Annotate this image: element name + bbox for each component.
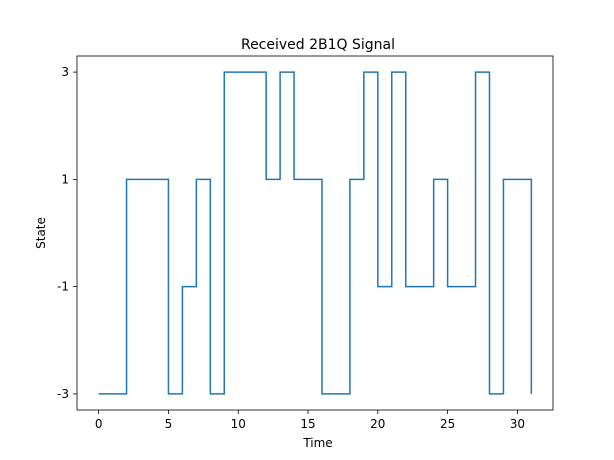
y-axis-ticks: -3 -1 1 3 xyxy=(57,65,77,401)
x-tick-label: 15 xyxy=(300,417,315,431)
x-axis-ticks: 0 5 10 15 20 25 30 xyxy=(95,410,525,431)
x-tick-label: 5 xyxy=(165,417,173,431)
y-tick-label: 1 xyxy=(61,172,69,186)
y-tick-label: -3 xyxy=(57,387,69,401)
x-tick-label: 20 xyxy=(370,417,385,431)
y-tick-label: -1 xyxy=(57,280,69,294)
x-tick-label: 0 xyxy=(95,417,103,431)
x-tick-label: 10 xyxy=(231,417,246,431)
x-tick-label: 25 xyxy=(440,417,455,431)
plot-frame xyxy=(76,55,554,411)
x-axis-label: Time xyxy=(302,436,332,450)
y-tick-label: 3 xyxy=(61,65,69,79)
x-tick-label: 30 xyxy=(510,417,525,431)
chart-title: Received 2B1Q Signal xyxy=(241,37,395,53)
series-line xyxy=(98,71,533,395)
y-axis-label: State xyxy=(34,217,48,249)
